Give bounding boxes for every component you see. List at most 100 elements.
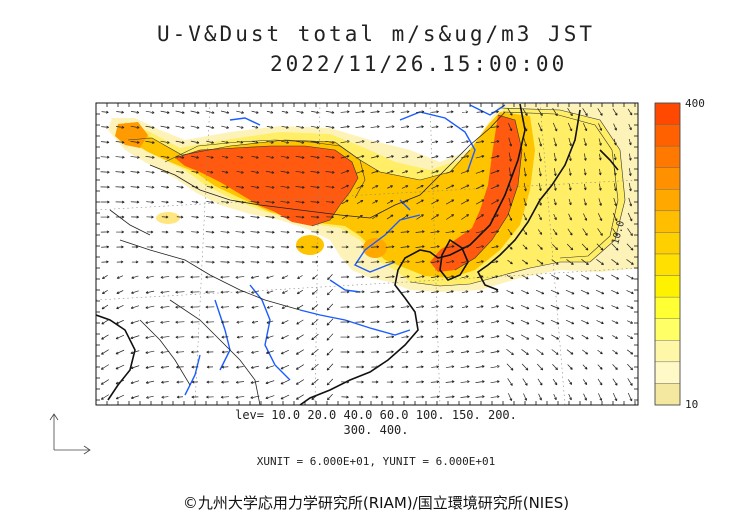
wind-arrow: [235, 395, 245, 399]
wind-arrow: [401, 199, 409, 205]
wind-arrow: [446, 305, 454, 309]
wind-arrow: [565, 274, 575, 280]
colorbar-segment: [654, 296, 681, 319]
wind-arrow: [475, 350, 485, 354]
wind-arrow: [265, 215, 275, 219]
wind-arrow: [325, 200, 335, 204]
wind-arrow: [221, 155, 229, 159]
wind-arrow: [205, 110, 215, 114]
wind-arrow: [431, 155, 439, 159]
wind-arrow: [130, 305, 140, 310]
wind-arrow: [340, 140, 350, 144]
wind-arrow: [461, 140, 469, 144]
wind-arrow: [505, 334, 515, 340]
wind-arrow: [130, 125, 140, 129]
wind-arrow: [176, 200, 184, 204]
wind-arrow: [400, 290, 410, 294]
wind-arrow: [370, 305, 380, 309]
wind-arrow: [446, 125, 454, 129]
wind-arrow: [130, 155, 140, 159]
wind-arrow: [627, 108, 633, 116]
wind-arrow: [566, 334, 574, 340]
wind-arrow: [385, 245, 395, 249]
wind-arrow: [628, 153, 632, 161]
wind-arrow: [101, 289, 108, 295]
wind-arrow: [598, 393, 603, 401]
wind-arrow: [116, 110, 124, 114]
wind-arrow: [475, 155, 485, 159]
wind-arrow: [296, 110, 304, 114]
wind-arrow: [325, 140, 335, 144]
wind-arrow: [341, 184, 349, 189]
wind-arrow: [370, 140, 380, 144]
wind-arrow: [265, 350, 274, 354]
wind-arrow: [535, 304, 545, 310]
wind-arrow: [160, 140, 170, 144]
colorbar-segment: [654, 145, 681, 168]
wind-arrow: [416, 125, 424, 129]
wind-arrow: [190, 110, 200, 114]
wind-arrow: [596, 259, 604, 266]
wind-arrow: [130, 170, 140, 174]
wind-arrow: [341, 214, 349, 220]
wind-arrow: [355, 140, 365, 144]
wind-arrow: [523, 213, 527, 221]
wind-arrow: [296, 245, 304, 249]
wind-arrow: [613, 138, 617, 146]
wind-arrow: [326, 230, 334, 234]
wind-arrow: [551, 334, 560, 340]
wind-arrow: [597, 378, 603, 386]
wind-arrow: [101, 125, 109, 129]
wind-arrow: [446, 350, 454, 354]
wind-arrow: [115, 140, 125, 144]
wind-arrow: [416, 155, 424, 159]
wind-arrow: [476, 290, 484, 294]
wind-arrow: [340, 125, 350, 129]
wind-arrow: [310, 200, 320, 204]
wind-arrow: [371, 155, 380, 159]
wind-arrow: [280, 185, 290, 189]
wind-arrow: [265, 170, 275, 174]
wind-arrow: [461, 320, 469, 324]
wind-arrow: [116, 290, 124, 294]
wind-arrow: [205, 320, 215, 324]
wind-arrow: [416, 170, 424, 174]
wind-arrow: [475, 335, 485, 339]
wind-arrow: [567, 122, 573, 132]
wind-arrow: [491, 260, 499, 264]
wind-arrow: [236, 140, 244, 144]
wind-arrow: [145, 275, 154, 279]
wind-arrow: [491, 230, 500, 234]
colorbar-segment: [654, 340, 681, 363]
wind-arrow: [430, 395, 440, 399]
wind-arrow: [265, 260, 275, 264]
wind-arrow: [190, 290, 200, 294]
wind-arrow: [190, 320, 200, 324]
wind-arrow: [220, 290, 230, 294]
wind-arrow: [535, 319, 545, 325]
wind-arrow: [160, 335, 170, 339]
wind-arrow: [145, 170, 155, 174]
wind-arrow: [312, 274, 318, 280]
wind-arrow: [461, 335, 469, 339]
wind-arrow: [176, 245, 185, 249]
wind-arrow: [385, 230, 395, 234]
wind-arrow: [250, 230, 260, 234]
wind-arrow: [445, 380, 455, 384]
wind-arrow: [385, 260, 395, 264]
wind-arrow: [536, 274, 544, 280]
wind-arrow: [446, 290, 454, 294]
wind-arrow: [475, 395, 485, 399]
wind-arrow: [295, 394, 304, 400]
wind-arrow: [385, 305, 395, 309]
wind-arrow: [130, 380, 140, 385]
wind-arrow: [446, 110, 454, 114]
wind-arrow: [266, 140, 274, 144]
wind-arrow: [191, 380, 199, 384]
wind-arrow: [536, 349, 544, 355]
wind-arrow: [176, 185, 184, 189]
wind-arrow: [356, 230, 364, 234]
wind-arrow: [461, 155, 470, 159]
wind-arrow: [326, 288, 333, 296]
wind-arrow: [400, 275, 410, 279]
